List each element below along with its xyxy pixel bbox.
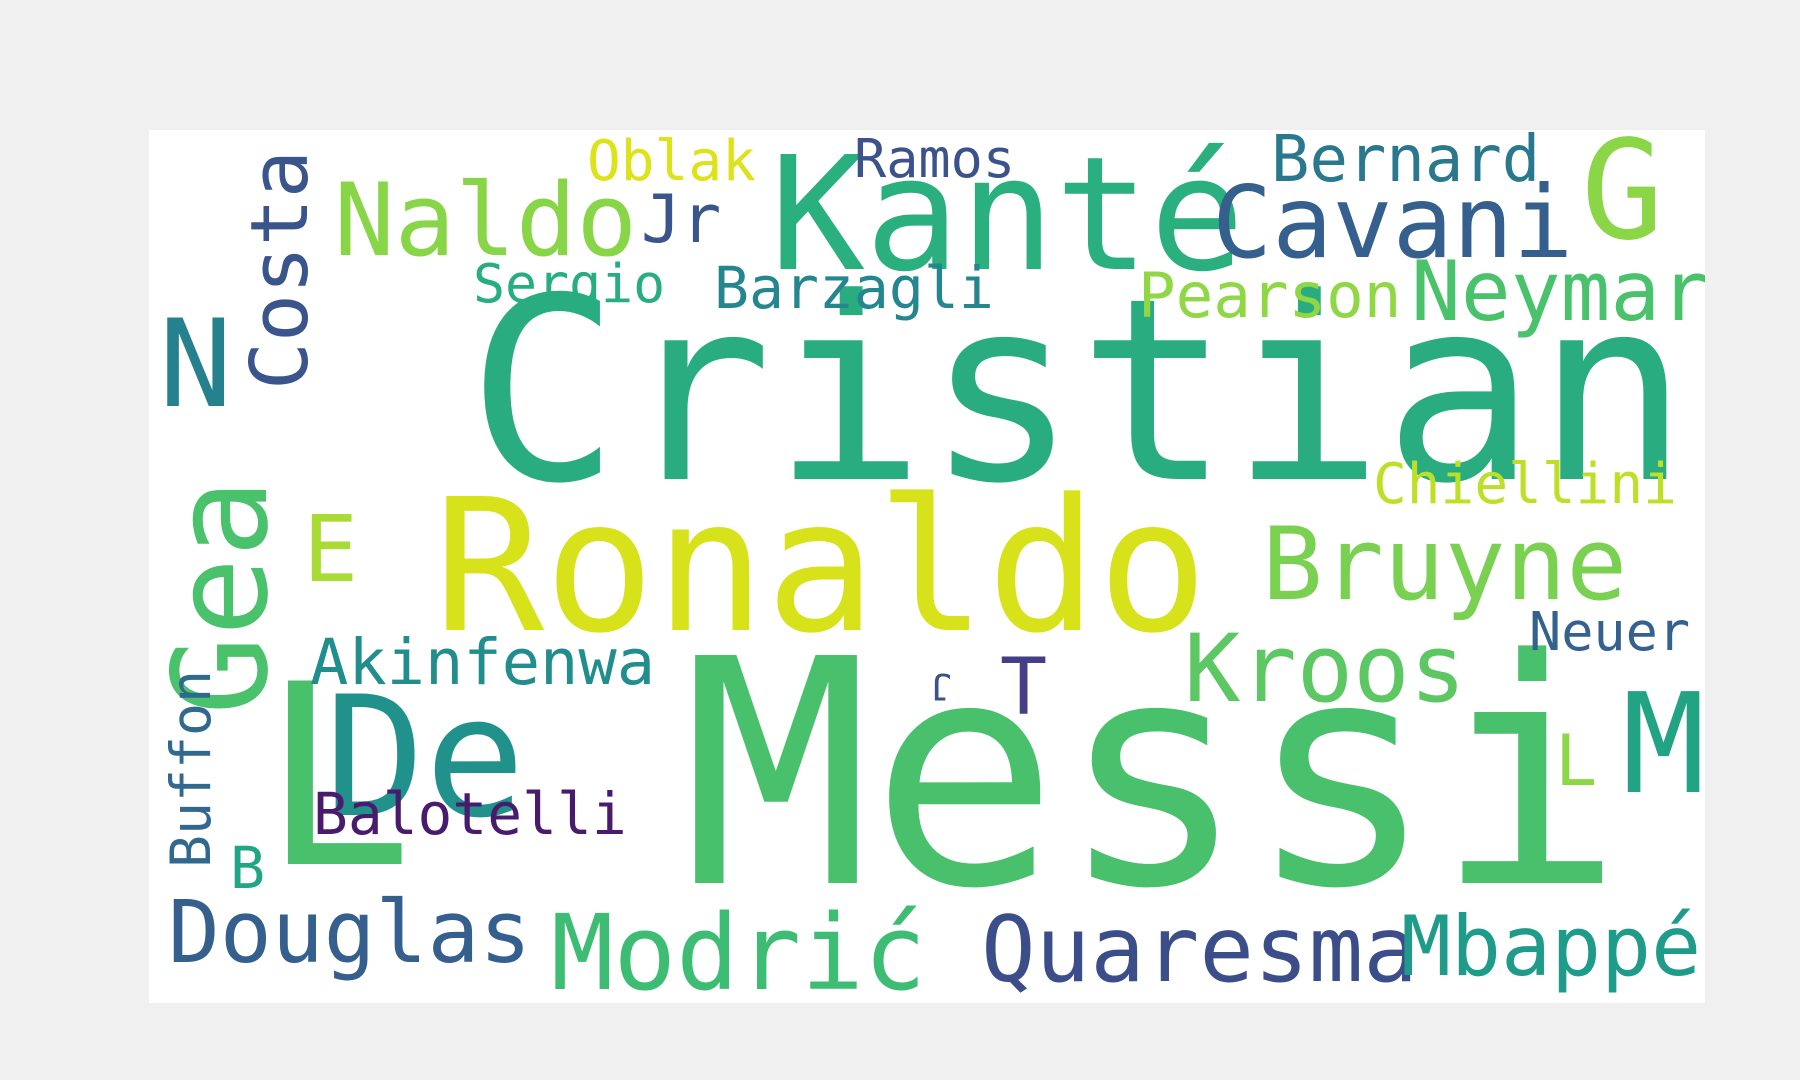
word-neuer: Neuer [1529,605,1690,659]
word-bernard: Bernard [1271,130,1540,192]
word-g: G [1581,130,1664,260]
word-l-small: L [1555,726,1597,796]
word-m: M [1622,676,1705,814]
word-e: E [303,504,358,596]
word-oblak: Oblak [587,134,756,190]
word-mbappe: Mbappé [1401,905,1701,988]
word-jr: Jr [641,186,721,253]
word-pearson: Pearson [1138,265,1401,328]
word-ramos: Ramos [854,132,1015,186]
word-n: N [159,304,232,426]
word-neymar: Neymar [1411,251,1705,334]
word-cloud-canvas: Cristiano Messi Ronaldo L De Kanté Gea N… [149,130,1705,1003]
word-kroos: Kroos [1184,623,1466,717]
word-akinfenwa: Akinfenwa [310,632,655,696]
word-quaresma: Quaresma [981,906,1418,997]
word-t: T [1000,649,1047,727]
word-balotelli: Balotelli [313,786,627,844]
word-modric: Modrić [551,902,926,1003]
word-costa: Costa [240,150,320,390]
word-barzagli: Barzagli [714,259,994,317]
word-buffon: Buffon [164,670,219,868]
word-sergio: Sergio [473,258,665,311]
word-b: B [230,839,265,897]
word-chiellini: Chiellini [1373,457,1677,513]
word-douglas: Douglas [168,890,531,976]
word-j: J [930,667,952,704]
